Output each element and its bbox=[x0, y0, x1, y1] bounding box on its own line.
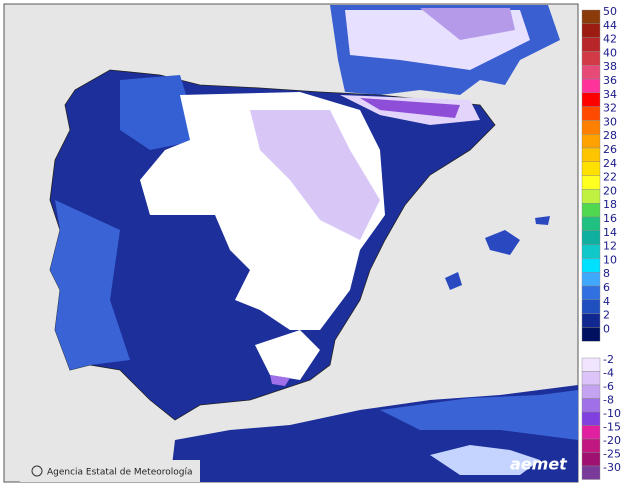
legend-label: 22 bbox=[603, 171, 617, 184]
legend-swatch bbox=[581, 189, 601, 204]
legend-label: 32 bbox=[603, 102, 617, 115]
legend-label: 14 bbox=[603, 226, 617, 239]
legend-swatch bbox=[581, 161, 601, 176]
legend-label: 24 bbox=[603, 157, 617, 170]
legend-label: -25 bbox=[603, 448, 621, 461]
legend-swatch bbox=[581, 258, 601, 273]
legend-label: -8 bbox=[603, 394, 614, 407]
france-cold2 bbox=[420, 8, 515, 40]
pyrenees-peak bbox=[360, 98, 460, 118]
legend-swatch bbox=[581, 92, 601, 107]
legend-label: 16 bbox=[603, 212, 617, 225]
legend-swatch bbox=[581, 9, 601, 25]
legend-swatch bbox=[581, 425, 601, 440]
legend-swatch bbox=[581, 64, 601, 80]
ibiza bbox=[445, 272, 462, 290]
legend-label: 6 bbox=[603, 281, 610, 294]
credit: Agencia Estatal de Meteorología bbox=[47, 468, 193, 478]
legend: 5044424038363432302826242220181614121086… bbox=[581, 5, 621, 480]
legend-swatch bbox=[581, 147, 601, 163]
legend-label: 18 bbox=[603, 198, 617, 211]
legend-swatch bbox=[581, 120, 601, 135]
legend-label: 50 bbox=[603, 5, 617, 18]
legend-label: 40 bbox=[603, 46, 617, 59]
legend-swatch bbox=[581, 357, 601, 372]
legend-swatch bbox=[581, 106, 601, 121]
legend-label: -4 bbox=[603, 367, 614, 380]
legend-label: -20 bbox=[603, 434, 621, 447]
legend-swatch bbox=[581, 175, 601, 190]
legend-swatch bbox=[581, 23, 601, 38]
legend-label: -6 bbox=[603, 380, 614, 393]
legend-label: -2 bbox=[603, 353, 614, 366]
legend-swatch bbox=[581, 398, 601, 413]
legend-swatch bbox=[581, 313, 601, 328]
africa-warm bbox=[380, 390, 578, 440]
legend-swatch bbox=[581, 230, 601, 245]
legend-swatch bbox=[581, 438, 601, 453]
legend-swatch bbox=[581, 37, 601, 52]
legend-label: 30 bbox=[603, 115, 617, 128]
map: Agencia Estatal de Meteorología aemet bbox=[3, 3, 579, 483]
sierra-peak bbox=[270, 375, 290, 386]
legend-label: 2 bbox=[603, 309, 610, 322]
copyright-icon bbox=[31, 465, 43, 477]
legend-label: 28 bbox=[603, 129, 617, 142]
legend-label: 38 bbox=[603, 60, 617, 73]
legend-label: 26 bbox=[603, 143, 617, 156]
legend-label: -30 bbox=[603, 461, 621, 474]
northwest-warm bbox=[120, 75, 200, 150]
legend-swatch bbox=[581, 133, 601, 149]
legend-label: -15 bbox=[603, 421, 621, 434]
legend-swatch bbox=[581, 465, 601, 480]
menorca bbox=[535, 216, 550, 225]
legend-label: 42 bbox=[603, 33, 617, 46]
legend-label: 0 bbox=[603, 322, 610, 335]
legend-label: 8 bbox=[603, 267, 610, 280]
legend-swatch bbox=[581, 202, 601, 218]
atlas-cold bbox=[430, 445, 540, 475]
mallorca bbox=[485, 230, 520, 255]
legend-swatch bbox=[581, 78, 601, 94]
legend-swatch bbox=[581, 285, 601, 301]
legend-swatch bbox=[581, 411, 601, 426]
legend-swatch bbox=[581, 51, 601, 66]
legend-swatch bbox=[581, 216, 601, 232]
central-colder bbox=[250, 110, 380, 240]
legend-label: 4 bbox=[603, 295, 610, 308]
legend-label: 36 bbox=[603, 74, 617, 87]
logo: aemet bbox=[510, 455, 568, 474]
legend-label: 12 bbox=[603, 240, 617, 253]
legend-swatch bbox=[581, 452, 601, 467]
legend-swatch bbox=[581, 244, 601, 259]
legend-label: 44 bbox=[603, 19, 617, 32]
legend-swatch bbox=[581, 327, 601, 342]
legend-label: 20 bbox=[603, 184, 617, 197]
legend-label: 34 bbox=[603, 88, 617, 101]
legend-swatch bbox=[581, 371, 601, 386]
sierra-nevada bbox=[255, 330, 320, 380]
legend-swatch bbox=[581, 299, 601, 314]
legend-label: -10 bbox=[603, 407, 621, 420]
legend-swatch bbox=[581, 272, 601, 287]
legend-swatch bbox=[581, 384, 601, 399]
credit-background bbox=[20, 460, 200, 482]
west-warm bbox=[50, 200, 130, 370]
legend-label: 10 bbox=[603, 253, 617, 266]
